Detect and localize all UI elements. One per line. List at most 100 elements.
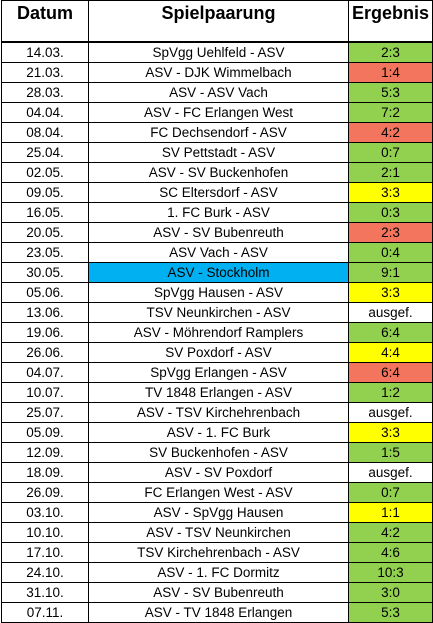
table-row: 16.05. 1. FC Burk - ASV 0:3 <box>1 202 433 223</box>
table-row: 12.09. SV Buckenhofen - ASV 1:5 <box>1 442 433 463</box>
match-cell: ASV - 1. FC Dormitz <box>88 562 349 583</box>
header-row: Datum Spielpaarung Ergebnis <box>1 0 433 43</box>
date-cell: 02.05. <box>1 162 89 183</box>
table-header: Datum Spielpaarung Ergebnis <box>1 0 433 43</box>
table-row: 26.09. FC Erlangen West - ASV 0:7 <box>1 482 433 503</box>
table-row: 23.05. ASV Vach - ASV 0:4 <box>1 242 433 263</box>
result-cell: 1:5 <box>348 442 433 463</box>
match-cell: ASV - SV Poxdorf <box>88 462 349 483</box>
table-row: 28.03. ASV - ASV Vach 5:3 <box>1 82 433 103</box>
date-cell: 04.07. <box>1 362 89 383</box>
table-row: 09.05. SC Eltersdorf - ASV 3:3 <box>1 182 433 203</box>
date-cell: 24.10. <box>1 562 89 583</box>
result-cell: ausgef. <box>348 462 433 483</box>
date-cell: 20.05. <box>1 222 89 243</box>
match-cell: 1. FC Burk - ASV <box>88 202 349 223</box>
match-cell: ASV - Möhrendorf Ramplers <box>88 322 349 343</box>
date-cell: 10.07. <box>1 382 89 403</box>
date-cell: 30.05. <box>1 262 89 283</box>
result-cell: 2:3 <box>348 222 433 243</box>
date-cell: 31.10. <box>1 582 89 603</box>
date-cell: 26.09. <box>1 482 89 503</box>
result-cell: ausgef. <box>348 302 433 323</box>
result-cell: 0:7 <box>348 142 433 163</box>
match-cell: SV Poxdorf - ASV <box>88 342 349 363</box>
result-cell: 6:4 <box>348 362 433 383</box>
result-cell: 2:3 <box>348 41 433 63</box>
date-cell: 14.03. <box>1 41 89 63</box>
match-cell: ASV - 1. FC Burk <box>88 422 349 443</box>
match-cell: SpVgg Hausen - ASV <box>88 282 349 303</box>
table-row: 19.06. ASV - Möhrendorf Ramplers 6:4 <box>1 322 433 343</box>
date-cell: 19.06. <box>1 322 89 343</box>
date-cell: 16.05. <box>1 202 89 223</box>
match-cell: SV Pettstadt - ASV <box>88 142 349 163</box>
table-row: 30.05. ASV - Stockholm 9:1 <box>1 262 433 283</box>
match-cell: TSV Neunkirchen - ASV <box>88 302 349 323</box>
result-cell: 6:4 <box>348 322 433 343</box>
date-cell: 05.06. <box>1 282 89 303</box>
table-row: 05.09. ASV - 1. FC Burk 3:3 <box>1 422 433 443</box>
table-row: 14.03. SpVgg Uehlfeld - ASV 2:3 <box>1 41 433 63</box>
date-cell: 17.10. <box>1 542 89 563</box>
date-cell: 04.04. <box>1 102 89 123</box>
result-cell: ausgef. <box>348 402 433 423</box>
match-cell: ASV - SpVgg Hausen <box>88 502 349 523</box>
result-cell: 3:3 <box>348 422 433 443</box>
table-row: 18.09. ASV - SV Poxdorf ausgef. <box>1 462 433 483</box>
date-cell: 28.03. <box>1 82 89 103</box>
result-cell: 4:2 <box>348 522 433 543</box>
table-row: 25.07. ASV - TSV Kirchehrenbach ausgef. <box>1 402 433 423</box>
table-row: 10.07. TV 1848 Erlangen - ASV 1:2 <box>1 382 433 403</box>
match-cell: TV 1848 Erlangen - ASV <box>88 382 349 403</box>
match-cell: FC Dechsendorf - ASV <box>88 122 349 143</box>
date-cell: 08.04. <box>1 122 89 143</box>
result-cell: 1:2 <box>348 382 433 403</box>
table-row: 02.05. ASV - SV Buckenhofen 2:1 <box>1 162 433 183</box>
match-cell: ASV - ASV Vach <box>88 82 349 103</box>
column-header-date: Datum <box>1 0 89 43</box>
match-cell: ASV - TSV Neunkirchen <box>88 522 349 543</box>
match-cell: ASV - DJK Wimmelbach <box>88 62 349 83</box>
date-cell: 18.09. <box>1 462 89 483</box>
table-row: 25.04. SV Pettstadt - ASV 0:7 <box>1 142 433 163</box>
result-cell: 9:1 <box>348 262 433 283</box>
result-cell: 1:1 <box>348 502 433 523</box>
result-cell: 3:3 <box>348 282 433 303</box>
table-row: 04.04. ASV - FC Erlangen West 7:2 <box>1 102 433 123</box>
date-cell: 21.03. <box>1 62 89 83</box>
table-row: 07.11. ASV - TV 1848 Erlangen 5:3 <box>1 602 433 623</box>
result-cell: 7:2 <box>348 102 433 123</box>
table-row: 03.10. ASV - SpVgg Hausen 1:1 <box>1 502 433 523</box>
date-cell: 25.07. <box>1 402 89 423</box>
match-cell: ASV Vach - ASV <box>88 242 349 263</box>
match-cell: SpVgg Erlangen - ASV <box>88 362 349 383</box>
match-cell: TSV Kirchehrenbach - ASV <box>88 542 349 563</box>
result-cell: 3:3 <box>348 182 433 203</box>
date-cell: 03.10. <box>1 502 89 523</box>
column-header-match: Spielpaarung <box>88 0 349 43</box>
date-cell: 09.05. <box>1 182 89 203</box>
result-cell: 4:2 <box>348 122 433 143</box>
result-cell: 5:3 <box>348 82 433 103</box>
date-cell: 26.06. <box>1 342 89 363</box>
result-cell: 5:3 <box>348 602 433 623</box>
result-cell: 2:1 <box>348 162 433 183</box>
date-cell: 25.04. <box>1 142 89 163</box>
result-cell: 4:6 <box>348 542 433 563</box>
match-cell: SpVgg Uehlfeld - ASV <box>88 41 349 63</box>
result-cell: 0:4 <box>348 242 433 263</box>
table-row: 21.03. ASV - DJK Wimmelbach 1:4 <box>1 62 433 83</box>
table-row: 20.05. ASV - SV Bubenreuth 2:3 <box>1 222 433 243</box>
table-row: 05.06. SpVgg Hausen - ASV 3:3 <box>1 282 433 303</box>
match-cell: SC Eltersdorf - ASV <box>88 182 349 203</box>
table-row: 08.04. FC Dechsendorf - ASV 4:2 <box>1 122 433 143</box>
date-cell: 10.10. <box>1 522 89 543</box>
match-cell: ASV - TV 1848 Erlangen <box>88 602 349 623</box>
table-row: 31.10. ASV - SV Bubenreuth 3:0 <box>1 582 433 603</box>
match-cell: ASV - FC Erlangen West <box>88 102 349 123</box>
table-body: 14.03. SpVgg Uehlfeld - ASV 2:3 21.03. ASV -… <box>1 41 433 623</box>
match-cell: ASV - SV Bubenreuth <box>88 222 349 243</box>
